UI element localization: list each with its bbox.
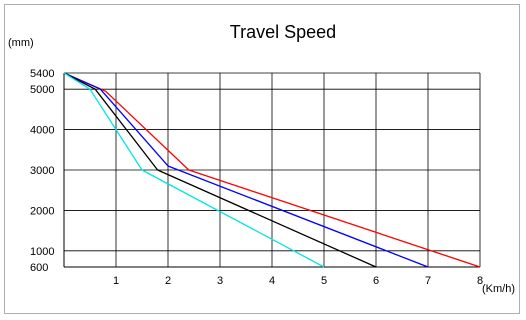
x-tick-label: 7 [425, 275, 431, 287]
y-tick-label: 5400 [30, 68, 54, 80]
y-axis-unit-label: (mm) [8, 37, 34, 49]
chart-frame [4, 4, 520, 314]
series-line-2 [63, 72, 429, 268]
y-tick-label: 1000 [30, 246, 54, 258]
x-tick-label: 2 [165, 275, 171, 287]
x-axis-unit-label: (Km/h) [482, 283, 515, 295]
chart-title: Travel Speed [230, 22, 336, 42]
grid [64, 72, 481, 268]
x-tick-label: 8 [477, 275, 483, 287]
y-tick-label: 3000 [30, 165, 54, 177]
y-tick-label: 4000 [30, 125, 54, 137]
x-tick-label: 4 [269, 275, 275, 287]
x-tick-label: 1 [113, 275, 119, 287]
x-tick-label: 6 [373, 275, 379, 287]
y-tick-label: 600 [30, 262, 48, 274]
series-line-4 [63, 72, 325, 268]
x-tick-label: 5 [321, 275, 327, 287]
tick-labels: 1 2 3 4 5 6 7 8 600 1000 2000 3000 4000 5000 5400 [30, 68, 483, 287]
y-tick-label: 2000 [30, 205, 54, 217]
series-line-3 [63, 72, 377, 268]
x-tick-label: 3 [217, 275, 223, 287]
axes [63, 73, 480, 268]
y-tick-label: 5000 [30, 84, 54, 96]
series-lines [63, 72, 481, 268]
